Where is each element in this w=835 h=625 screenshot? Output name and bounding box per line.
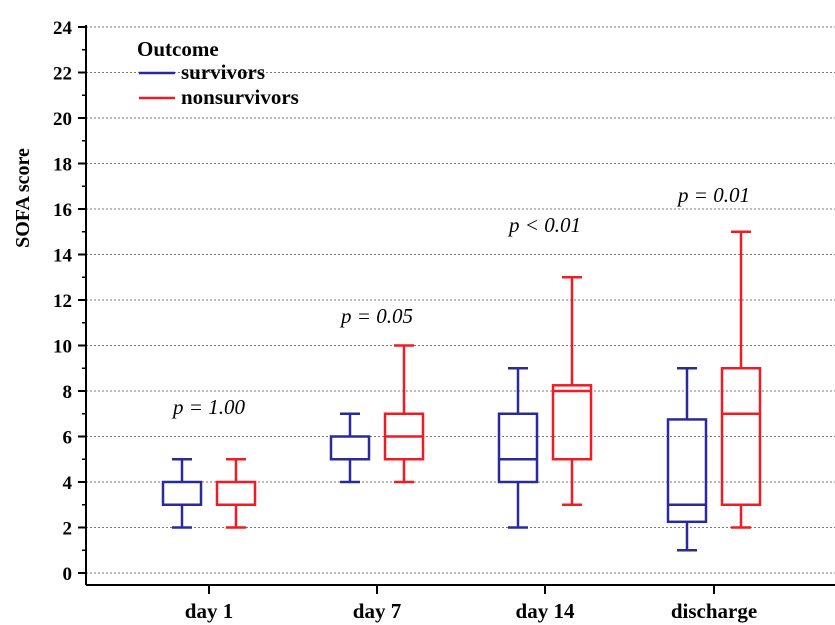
y-tick-label: 0 <box>63 564 73 585</box>
p-value-annotation: p < 0.01 <box>507 213 581 237</box>
p-value-annotation: p = 1.00 <box>171 395 245 419</box>
y-tick-label: 4 <box>63 473 73 494</box>
iqr-box <box>329 435 371 461</box>
y-tick-label: 16 <box>53 200 72 221</box>
p-value-annotation: p = 0.01 <box>676 183 750 207</box>
y-tick-label: 14 <box>53 246 73 267</box>
series-survivors <box>161 367 708 552</box>
iqr-box <box>551 384 593 461</box>
p-value-annotation: p = 0.05 <box>339 304 413 328</box>
axes <box>85 25 835 594</box>
y-tick-label: 10 <box>53 337 72 358</box>
y-tick-label: 20 <box>53 109 72 130</box>
legend-title: Outcome <box>137 37 219 61</box>
y-tick-label: 12 <box>53 291 72 312</box>
x-category-label: day 1 <box>185 599 233 623</box>
labels: day 1 day 7 day 14 discharge SOFA score p = 1… <box>12 148 757 623</box>
iqr-box <box>215 480 257 506</box>
y-tick-label: 22 <box>53 64 72 85</box>
y-tick-label: 6 <box>63 428 73 449</box>
grid-lines <box>86 26 835 574</box>
x-category-label: discharge <box>671 599 757 623</box>
iqr-box <box>497 412 539 484</box>
y-tick-label: 18 <box>53 155 72 176</box>
iqr-box <box>161 480 203 506</box>
iqr-box <box>720 367 762 506</box>
box-series <box>161 230 762 552</box>
iqr-box <box>666 418 708 524</box>
y-tick-label: 24 <box>53 18 73 39</box>
y-axis-label: SOFA score <box>12 148 34 248</box>
y-tick-label: 2 <box>63 519 73 540</box>
series-nonsurvivors <box>215 230 762 529</box>
x-category-label: day 7 <box>353 599 401 623</box>
legend-label: nonsurvivors <box>181 85 299 109</box>
x-category-label: day 14 <box>516 599 575 623</box>
y-tick-label: 8 <box>63 382 73 403</box>
legend-label: survivors <box>181 60 265 84</box>
